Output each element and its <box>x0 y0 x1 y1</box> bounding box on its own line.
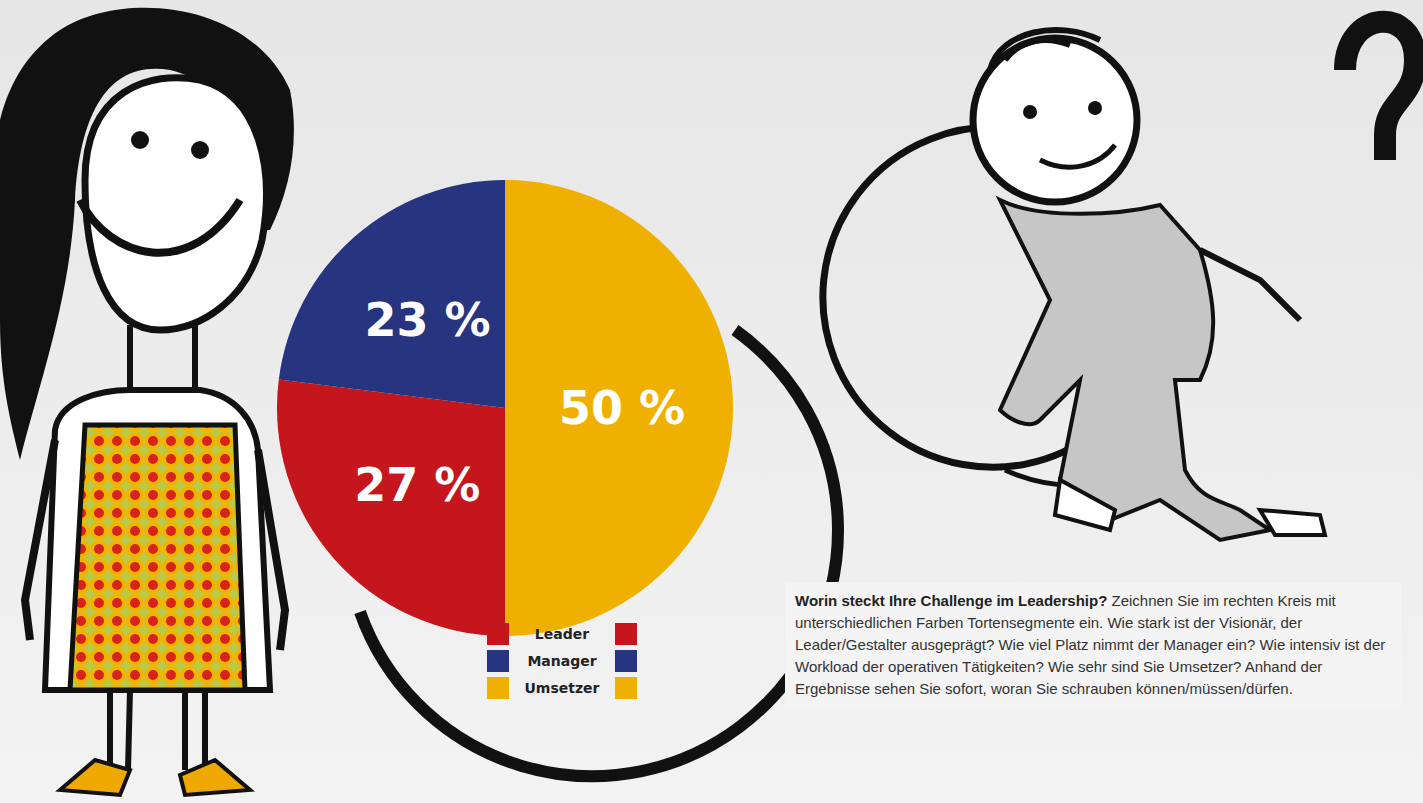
html-text:Leader: Leader <box>534 625 590 642</box>
html-text:Manager: Manager <box>527 652 597 669</box>
svg-text:23 %: 23 % <box>365 293 491 347</box>
html-text:Worin steckt Ihre Challenge im: Worin steckt Ihre Challenge im Leadershi… <box>795 592 1386 697</box>
svg-text:27 %: 27 % <box>354 458 480 512</box>
svg-text:50 %: 50 % <box>559 381 685 435</box>
html-text:Umsetzer: Umsetzer <box>524 679 600 696</box>
